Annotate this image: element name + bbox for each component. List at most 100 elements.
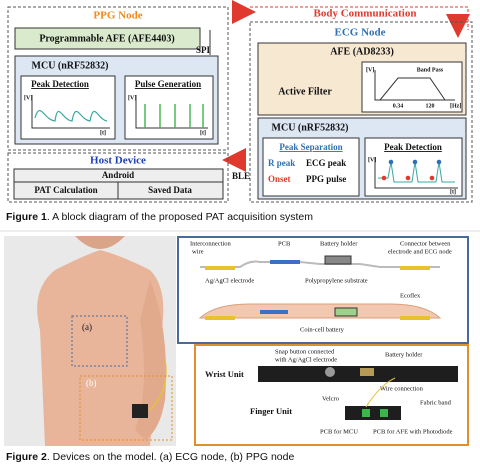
- label: Battery holder: [320, 240, 358, 247]
- axis-label: [t]: [200, 130, 206, 136]
- ppg-pulse: PPG pulse: [306, 174, 346, 184]
- torso: [37, 250, 164, 446]
- peak-title: Peak Detection: [31, 79, 89, 89]
- label: electrode and ECG node: [388, 248, 452, 255]
- ecoflex: [198, 303, 442, 319]
- axis-label: 0.34: [393, 103, 404, 109]
- ecg-peak-title: Peak Detection: [384, 142, 442, 152]
- ecg-detail: [177, 236, 469, 344]
- ecg-mcu: MCU (nRF52832): [272, 122, 349, 133]
- axis-label: [Hz]: [450, 103, 461, 109]
- ppg-title: PPG Node: [93, 10, 142, 22]
- spi-label: SPI: [196, 45, 211, 55]
- pcb-afe: [380, 409, 388, 417]
- box-b: [79, 375, 173, 441]
- saved-data: Saved Data: [148, 185, 192, 195]
- axis-label: [V]: [366, 67, 374, 73]
- figure-1: PPG Node Programmable AFE (AFE4403) SPI …: [6, 0, 473, 223]
- electrode: [400, 316, 430, 320]
- caption-1: Figure 1. A block diagram of the propose…: [6, 211, 313, 223]
- snap: [325, 367, 335, 377]
- onset-dots: [381, 175, 435, 181]
- wire: [149, 359, 167, 411]
- label: Interconnection: [190, 240, 232, 247]
- neck: [75, 236, 125, 249]
- battery-holder: [324, 255, 352, 265]
- electrode: [205, 316, 235, 320]
- wrist-band: [132, 404, 148, 418]
- ecg-title: ECG Node: [334, 27, 385, 39]
- axis: [31, 95, 110, 129]
- pulses: [144, 104, 204, 128]
- battery: [360, 368, 374, 376]
- finger-strap: [345, 406, 401, 420]
- label: Ag/AgCl electrode: [205, 277, 254, 284]
- pulse-title: Pulse Generation: [135, 79, 201, 89]
- electrode: [400, 266, 430, 270]
- ecg-peak-box: [364, 137, 463, 197]
- label: PCB for AFE with Photodiode: [373, 428, 453, 435]
- pcb: [260, 310, 288, 314]
- label: Polypropylene substrate: [305, 277, 368, 284]
- electrode: [205, 266, 235, 270]
- label: Fabric band: [420, 399, 452, 406]
- axis: [374, 157, 458, 189]
- label: PCB for MCU: [320, 428, 358, 435]
- axis-label: 120: [426, 103, 435, 109]
- caption-text: . Devices on the model. (a) ECG node, (b…: [47, 451, 295, 463]
- ble-label: BLE: [232, 171, 250, 181]
- coin-cell: [334, 307, 358, 317]
- label: Battery holder: [385, 351, 423, 358]
- figure-2: (a) (b) Interconnection wire PCB Battery…: [4, 236, 469, 463]
- box-a: [71, 315, 128, 367]
- axis-label: [t]: [450, 189, 456, 195]
- caption-label: Figure 2: [6, 451, 47, 463]
- ppg-detail: [194, 344, 469, 446]
- label: Finger Unit: [250, 406, 292, 416]
- label: Snap button connected: [275, 348, 335, 355]
- axis-label: [V]: [368, 157, 376, 163]
- sep-title: Peak Separation: [279, 142, 342, 152]
- ecg-peak: ECG peak: [306, 158, 346, 168]
- mcu-title: MCU (nRF52832): [32, 60, 109, 71]
- band-shape: [379, 77, 446, 101]
- axis-label: [t]: [100, 130, 106, 136]
- afe-box: [14, 27, 201, 50]
- ecg-afe: AFE (AD8233): [330, 46, 394, 57]
- sep-box: [262, 137, 360, 197]
- axis: [374, 70, 455, 101]
- caption-2: Figure 2. Devices on the model. (a) ECG …: [6, 451, 294, 463]
- ppg-wave: [34, 110, 108, 122]
- pat-calc: PAT Calculation: [34, 185, 97, 195]
- label: with Ag/AgCl electrode: [275, 356, 337, 363]
- caption-label: Figure 1: [6, 211, 47, 223]
- filter-box: [361, 61, 463, 113]
- android: Android: [102, 170, 134, 180]
- band-label: Band Pass: [417, 67, 444, 73]
- afe-label: Programmable AFE (AFE4403): [39, 33, 174, 44]
- body-comm: Body Communication: [314, 8, 417, 20]
- ecg-node-box: [249, 21, 473, 203]
- label: Ecoflex: [400, 292, 421, 299]
- label: PCB: [278, 240, 291, 247]
- ppg-node-box: [7, 6, 229, 151]
- host-title: Host Device: [90, 155, 146, 167]
- label: Wrist Unit: [205, 369, 244, 379]
- axis-label: [V]: [24, 95, 32, 101]
- onset: Onset: [268, 174, 291, 184]
- axis: [135, 95, 208, 129]
- label: Velcro: [322, 395, 339, 402]
- pcb: [270, 260, 300, 264]
- label: wire: [192, 248, 204, 255]
- label: Connector between: [400, 240, 451, 247]
- label-a: (a): [82, 322, 92, 332]
- wrist-strap: [258, 366, 458, 382]
- label: Wire connection: [380, 385, 424, 392]
- pcb-mcu: [362, 409, 370, 417]
- wire: [365, 377, 396, 408]
- label: Coin-cell battery: [300, 326, 345, 333]
- filter-title: Active Filter: [278, 86, 332, 97]
- caption-text: . A block diagram of the proposed PAT ac…: [47, 211, 313, 223]
